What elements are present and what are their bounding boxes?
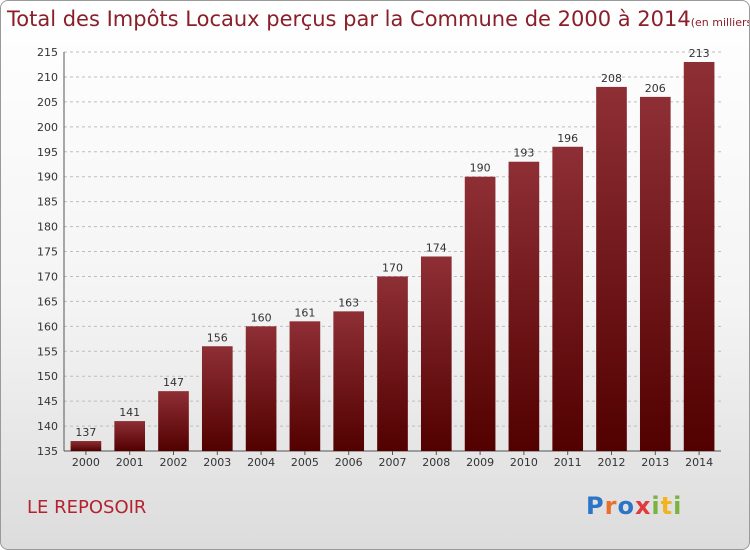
chart-title: Total des Impôts Locaux perçus par la Co… [7,7,750,31]
x-tick-label: 2006 [335,456,363,469]
bar [333,311,365,451]
x-tick-label: 2003 [203,456,231,469]
y-tick-label: 135 [37,445,58,458]
y-tick-label: 205 [37,96,58,109]
y-tick-label: 140 [37,420,58,433]
bars [70,61,715,451]
bar [245,326,277,451]
x-tick-label: 2013 [641,456,669,469]
y-tick-label: 195 [37,146,58,159]
y-tick-label: 145 [37,395,58,408]
chart-unit: (en milliers d'€) [690,16,750,29]
bar-value-label: 161 [294,306,315,319]
bar [639,96,671,451]
bar [596,86,627,451]
bar [420,256,452,451]
logo-letter: x [634,492,652,520]
y-tick-label: 150 [37,370,58,383]
bar [289,321,321,451]
data-labels: 137 141 147 156 160 161 163 170 174 190 193 196 208 2… [75,47,709,439]
bar [683,61,715,451]
x-tick-label: 2008 [422,456,450,469]
commune-name: LE REPOSOIR [27,497,147,518]
logo-letter: i [673,492,683,520]
bar-value-label: 193 [513,147,534,160]
bar-value-label: 190 [470,162,491,175]
x-tick-label: 2004 [247,456,275,469]
bar [201,346,233,451]
bar-value-label: 213 [689,47,710,60]
x-tick-label: 2005 [291,456,319,469]
bar [552,146,584,451]
y-tick-label: 215 [37,46,58,59]
chart-title-text: Total des Impôts Locaux perçus par la Co… [7,7,691,31]
bar-value-label: 141 [119,406,140,419]
bar-value-label: 137 [75,426,96,439]
x-tick-label: 2002 [160,456,188,469]
proxiti-logo: Proxiti [586,492,682,520]
axes: 135 140 145 150 155 160 165 170 175 180 185 190 195 2… [37,46,721,469]
y-tick-label: 185 [37,196,58,209]
bar [158,391,189,451]
logo-letter: P [586,492,605,520]
bar-value-label: 160 [251,311,272,324]
bar-value-label: 208 [601,72,622,85]
y-tick-label: 155 [37,345,58,358]
bar [508,161,540,451]
y-tick-label: 210 [37,71,58,84]
bar-value-label: 174 [426,241,447,254]
bar-value-label: 196 [557,132,578,145]
y-tick-label: 200 [37,121,58,134]
x-tick-label: 2014 [685,456,713,469]
y-tick-label: 190 [37,171,58,184]
x-tick-label: 2009 [466,456,494,469]
bar-value-label: 156 [207,331,228,344]
x-tick-label: 2007 [379,456,407,469]
logo-letter: i [651,492,661,520]
bar-value-label: 163 [338,296,359,309]
x-tick-label: 2012 [598,456,626,469]
bar-value-label: 206 [645,82,666,95]
x-tick-label: 2001 [116,456,144,469]
bar [464,176,496,451]
x-tick-label: 2000 [72,456,100,469]
logo-letter: t [660,492,674,520]
bar-value-label: 170 [382,261,403,274]
logo-letter: r [604,492,618,520]
y-tick-label: 180 [37,221,58,234]
bar [377,276,408,451]
x-tick-label: 2010 [510,456,538,469]
y-tick-label: 170 [37,270,58,283]
logo-letter: o [617,492,635,520]
bar-value-label: 147 [163,376,184,389]
y-tick-label: 175 [37,246,58,259]
x-tick-label: 2011 [554,456,582,469]
y-tick-label: 165 [37,295,58,308]
bar [114,421,146,451]
y-tick-label: 160 [37,320,58,333]
bar [70,441,102,451]
